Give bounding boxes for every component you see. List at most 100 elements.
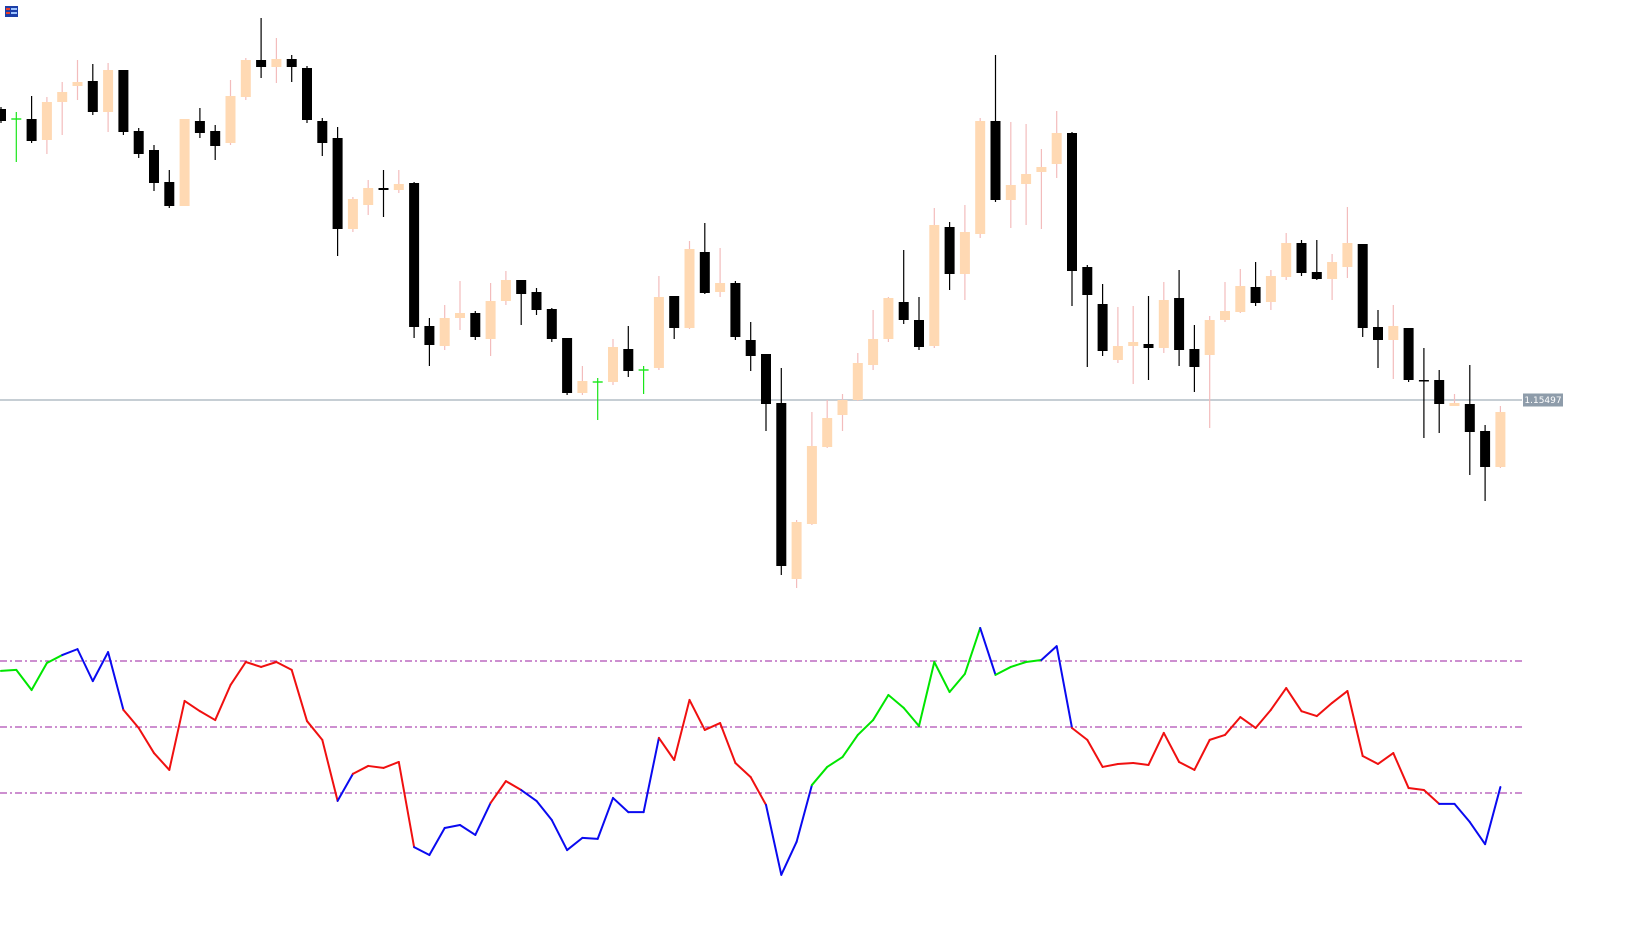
candle-body (1403, 328, 1414, 380)
oscillator-segment (290, 668, 308, 723)
oscillator-segment (1484, 786, 1502, 846)
oscillator-segment (1208, 733, 1226, 741)
oscillator-segment (933, 660, 951, 694)
candle-body (531, 292, 542, 310)
candle-body (546, 309, 557, 339)
oscillator-segment (1422, 789, 1441, 805)
candle-body (485, 301, 496, 339)
oscillator-segment (535, 799, 553, 822)
oscillator-segment (1040, 645, 1058, 662)
candle-body (852, 363, 863, 400)
candle-body (1296, 243, 1307, 273)
oscillator-segment (1453, 802, 1471, 824)
candle-body (1036, 167, 1047, 172)
candle-body (1495, 412, 1506, 467)
oscillator-segment (994, 665, 1012, 676)
oscillator-segment (826, 756, 844, 768)
candle-body (1005, 185, 1016, 200)
oscillator-segment (1178, 760, 1196, 771)
candle-body (1434, 380, 1445, 404)
candle-body (439, 318, 450, 346)
candle-body (684, 249, 695, 328)
candle-body (87, 81, 98, 112)
candle-body (1281, 243, 1292, 277)
oscillator-segment (1361, 755, 1379, 765)
candle-body (1204, 320, 1215, 355)
icon-stripe (11, 8, 17, 10)
candle-body (1250, 287, 1261, 303)
oscillator-segment (1101, 762, 1119, 768)
candle-body (1189, 349, 1200, 367)
oscillator-segment (810, 765, 829, 787)
app-icon (5, 6, 18, 17)
oscillator-segment (1132, 761, 1150, 766)
oscillator-segment (137, 726, 155, 755)
candle-body (225, 96, 236, 143)
oscillator-segment (1269, 687, 1288, 711)
oscillator-segment (1300, 710, 1318, 718)
oscillator-segment (244, 660, 263, 668)
oscillator-segment (872, 693, 890, 722)
oscillator-segment (765, 803, 783, 876)
oscillator-segment (1285, 687, 1303, 713)
oscillator-segment (1407, 787, 1425, 792)
candle-body (1388, 326, 1399, 340)
candle-body (1067, 133, 1077, 271)
oscillator-segment (91, 651, 110, 683)
oscillator-segment (15, 668, 33, 692)
oscillator-segment (351, 764, 370, 775)
candle-body (776, 403, 787, 566)
candle-body (26, 119, 37, 141)
candle-body (240, 60, 251, 97)
candle-body (730, 283, 741, 337)
candle-body (378, 188, 389, 190)
oscillator-segment (168, 699, 186, 771)
oscillator-segment (520, 789, 538, 802)
oscillator-segment (673, 698, 691, 761)
oscillator-segment (459, 824, 477, 836)
candle-body (608, 347, 618, 382)
candle-body (883, 298, 894, 339)
candle-body (623, 349, 634, 371)
icon-box (5, 6, 18, 17)
candle-body (944, 227, 955, 274)
oscillator-segment (107, 651, 125, 711)
price-label: 1.15497 (1524, 396, 1561, 406)
candle-body (271, 59, 282, 67)
candle-body (1021, 174, 1032, 184)
oscillator-segment (596, 796, 614, 840)
icon-stripe (6, 8, 10, 10)
oscillator-segment (1193, 738, 1211, 771)
oscillator-segment (504, 780, 523, 792)
oscillator-segment (1346, 690, 1364, 758)
candle-body (455, 313, 465, 318)
candle-body (1480, 431, 1491, 467)
candle-body (806, 446, 817, 524)
icon-stripe (6, 12, 10, 14)
oscillator-segment (1224, 716, 1242, 736)
oscillator-segment (1331, 690, 1349, 704)
candle-body (500, 280, 511, 301)
candle-body (975, 121, 986, 234)
oscillator-segment (948, 672, 966, 694)
oscillator-segment (0, 668, 18, 672)
oscillator-segment (719, 722, 737, 764)
candle-body (959, 232, 970, 274)
candle-body (791, 522, 802, 579)
oscillator-segment (841, 733, 859, 759)
candle-body (347, 199, 358, 229)
price-label-box (1523, 393, 1563, 407)
candle-body (393, 184, 404, 190)
oscillator-segment (336, 772, 354, 802)
oscillator-segment (153, 752, 171, 771)
candle-body (1143, 344, 1154, 348)
oscillator-segment (1392, 752, 1410, 790)
candle-body (715, 283, 726, 292)
oscillator-segment (1086, 738, 1104, 768)
oscillator-segment (382, 760, 400, 769)
candle-body (1051, 133, 1062, 164)
oscillator-segment (275, 660, 293, 671)
oscillator-segment (321, 738, 339, 802)
